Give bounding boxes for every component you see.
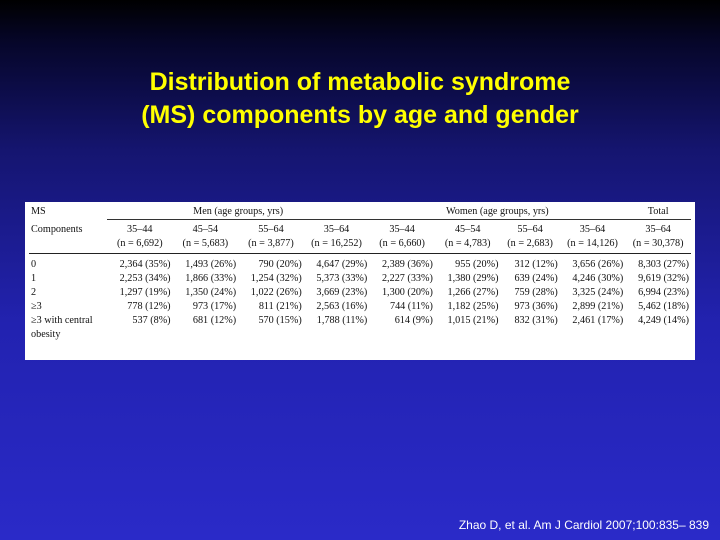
table-cell: 1,300 (20%) [381, 287, 433, 298]
n-header: (n = 30,378) [625, 237, 691, 254]
table-cell: 1,788 (11%) [316, 315, 368, 326]
n-header: (n = 3,877) [238, 237, 304, 254]
table-row: ≥3 778 (12%) 973 (17%) 811 (21%) 2,563 (… [29, 300, 691, 314]
table-cell: 5,373 (33%) [316, 273, 368, 284]
table-cell: 4,249 (14%) [638, 315, 689, 326]
table-cell: 759 (28%) [514, 287, 558, 298]
slide-title: Distribution of metabolic syndrome (MS) … [0, 66, 720, 132]
table-cell: 2,899 (21%) [572, 301, 624, 312]
age-header: 55–64 [258, 224, 284, 235]
table-cell: 2,461 (17%) [572, 315, 624, 326]
table-cell [625, 328, 691, 342]
group-header-men: Men (age groups, yrs) [107, 205, 370, 220]
table-cell: 4,647 (29%) [316, 259, 368, 270]
age-header: 35–64 [579, 224, 606, 235]
row-label-continuation: obesity [31, 329, 61, 340]
table-cell [369, 328, 435, 342]
table-cell: 832 (31%) [514, 315, 558, 326]
table-cell [435, 328, 501, 342]
row-label: ≥3 with central [31, 315, 93, 326]
table-cell: 1,493 (26%) [185, 259, 237, 270]
table-cell: 570 (15%) [258, 315, 302, 326]
table-group-header-row: MS Men (age groups, yrs) Women (age grou… [29, 205, 691, 220]
table-row: 0 2,364 (35%) 1,493 (26%) 790 (20%) 4,64… [29, 254, 691, 273]
table-cell: 1,350 (24%) [185, 287, 237, 298]
table-cell: 4,246 (30%) [572, 273, 624, 284]
age-header: 35–64 [645, 224, 671, 235]
ms-components-table: MS Men (age groups, yrs) Women (age grou… [29, 205, 691, 342]
table-cell: 537 (8%) [132, 315, 171, 326]
table-cell: 639 (24%) [514, 273, 558, 284]
age-header: 35–44 [389, 224, 415, 235]
header-label-ms: MS [31, 206, 46, 218]
n-header: (n = 4,783) [434, 237, 501, 254]
table-cell: 2,389 (36%) [381, 259, 433, 270]
citation-text: Zhao D, et al. Am J Cardiol 2007;100:835… [458, 518, 709, 532]
row-label: 1 [31, 273, 37, 284]
table-row: 1 2,253 (34%) 1,866 (33%) 1,254 (32%) 5,… [29, 272, 691, 286]
n-header: (n = 5,683) [172, 237, 239, 254]
ms-components-table-panel: MS Men (age groups, yrs) Women (age grou… [25, 202, 695, 360]
table-cell [173, 328, 239, 342]
table-n-row: (n = 6,692) (n = 5,683) (n = 3,877) (n =… [29, 237, 691, 254]
table-cell: 955 (20%) [455, 259, 499, 270]
table-cell: 614 (9%) [394, 315, 433, 326]
table-cell [107, 328, 173, 342]
table-cell: 1,266 (27%) [447, 287, 499, 298]
table-cell: 681 (12%) [192, 315, 237, 326]
table-cell: 9,619 (32%) [638, 273, 689, 284]
table-row: ≥3 with central 537 (8%) 681 (12%) 570 (… [29, 314, 691, 328]
row-label: 0 [31, 259, 37, 270]
table-cell: 1,254 (32%) [250, 273, 302, 284]
table-cell: 790 (20%) [258, 259, 302, 270]
table-cell: 2,253 (34%) [119, 273, 171, 284]
table-row: obesity [29, 328, 691, 342]
table-cell: 1,297 (19%) [119, 287, 171, 298]
table-cell: 744 (11%) [389, 301, 433, 312]
table-cell: 1,022 (26%) [250, 287, 302, 298]
table-cell: 3,656 (26%) [572, 259, 624, 270]
header-label-empty [29, 237, 107, 254]
table-cell: 778 (12%) [127, 301, 171, 312]
table-cell: 1,380 (29%) [447, 273, 499, 284]
table-cell: 312 (12%) [514, 259, 558, 270]
table-age-row: Components 35–44 45–54 55–64 35–64 35–44… [29, 220, 691, 238]
table-cell: 8,303 (27%) [638, 259, 689, 270]
table-cell [238, 328, 304, 342]
table-cell: 1,182 (25%) [447, 301, 499, 312]
n-header: (n = 2,683) [500, 237, 560, 254]
age-header: 45–54 [192, 224, 219, 235]
age-header: 35–64 [323, 224, 350, 235]
table-cell: 3,669 (23%) [316, 287, 368, 298]
table-cell: 2,364 (35%) [119, 259, 171, 270]
table-cell: 811 (21%) [258, 301, 302, 312]
row-label: ≥3 [31, 301, 42, 312]
table-cell [560, 328, 626, 342]
table-cell: 6,994 (23%) [638, 287, 689, 298]
table-cell: 2,227 (33%) [381, 273, 433, 284]
age-header: 55–64 [517, 224, 543, 235]
table-cell [500, 328, 559, 342]
slide-title-line-2: (MS) components by age and gender [141, 101, 579, 129]
slide-title-line-1: Distribution of metabolic syndrome [149, 68, 571, 96]
table-cell: 973 (36%) [514, 301, 558, 312]
table-cell: 3,325 (24%) [572, 287, 624, 298]
n-header: (n = 6,660) [369, 237, 435, 254]
table-cell: 973 (17%) [192, 301, 237, 312]
table-cell: 1,866 (33%) [185, 273, 237, 284]
row-label: 2 [31, 287, 37, 298]
table-cell [304, 328, 370, 342]
table-cell: 2,563 (16%) [316, 301, 368, 312]
n-header: (n = 6,692) [107, 237, 173, 254]
age-header: 35–44 [127, 224, 153, 235]
group-header-women: Women (age groups, yrs) [369, 205, 626, 220]
n-header: (n = 16,252) [303, 237, 370, 254]
n-header: (n = 14,126) [559, 237, 626, 254]
age-header: 45–54 [454, 224, 481, 235]
table-row: 2 1,297 (19%) 1,350 (24%) 1,022 (26%) 3,… [29, 286, 691, 300]
header-label-components: Components [31, 223, 83, 235]
group-header-total: Total [625, 205, 691, 220]
table-cell: 1,015 (21%) [447, 315, 499, 326]
table-cell: 5,462 (18%) [638, 301, 689, 312]
